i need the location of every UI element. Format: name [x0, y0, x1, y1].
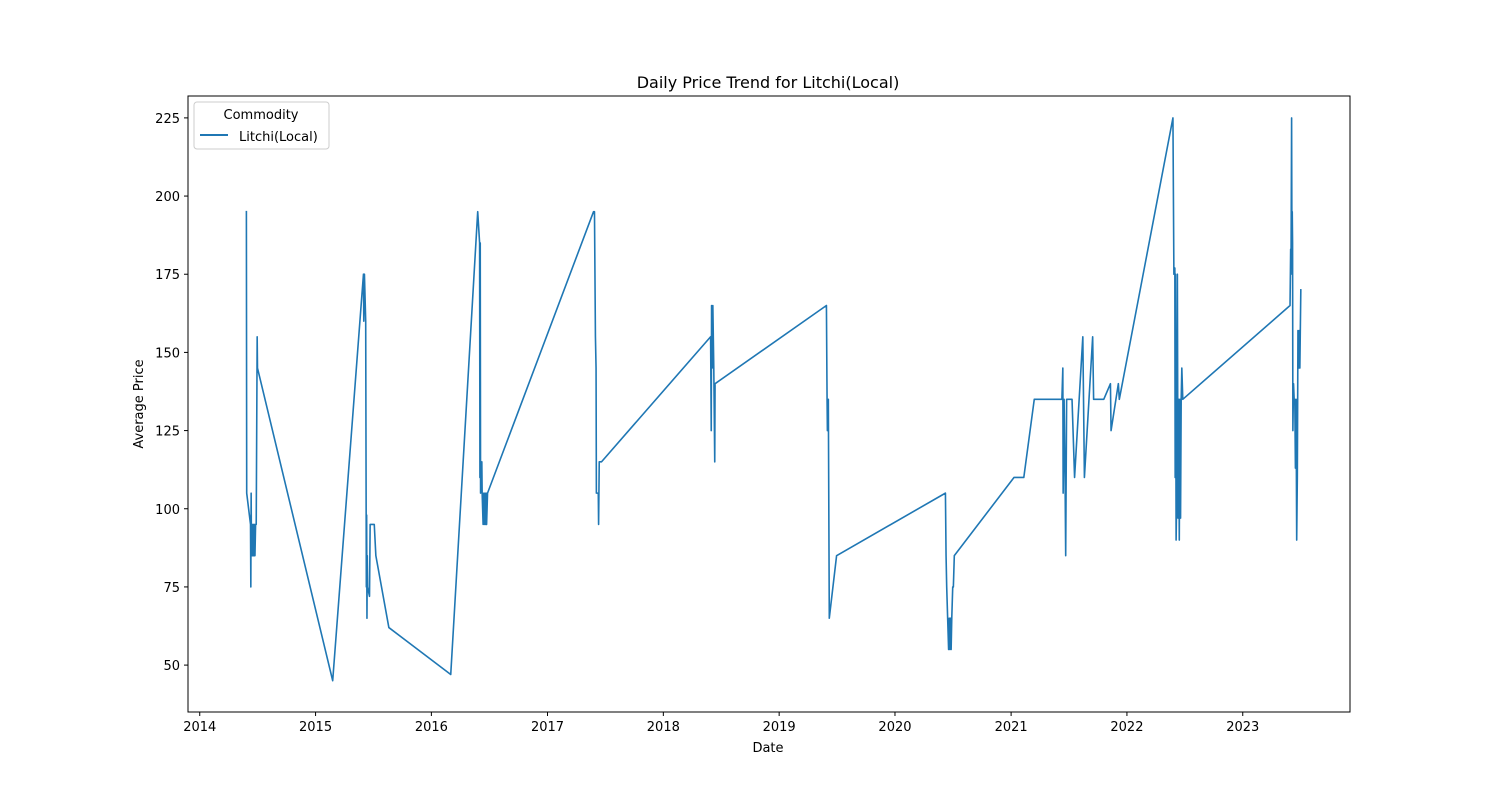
x-tick-label: 2023 — [1226, 720, 1259, 735]
series-line-litchi-local — [245, 117, 1302, 682]
legend-label-litchi-local: Litchi(Local) — [239, 130, 318, 145]
plot-frame — [187, 95, 1351, 713]
x-tick-label: 2021 — [995, 720, 1028, 735]
x-tick-label: 2018 — [647, 720, 680, 735]
x-tick-label: 2019 — [763, 720, 796, 735]
legend-box — [193, 101, 330, 150]
y-tick-label: 100 — [155, 503, 180, 518]
legend-title: Commodity — [224, 108, 299, 123]
x-tick-label: 2020 — [878, 720, 911, 735]
y-tick-label: 75 — [163, 581, 180, 596]
y-tick-label: 175 — [155, 268, 180, 283]
x-tick-label: 2017 — [531, 720, 564, 735]
y-tick-label: 225 — [155, 112, 180, 127]
y-tick-label: 50 — [163, 659, 180, 674]
x-tick-label: 2014 — [183, 720, 216, 735]
plot-area — [187, 95, 1351, 713]
x-axis-label: Date — [752, 741, 783, 756]
y-tick-label: 150 — [155, 346, 180, 361]
series-layer — [245, 117, 1302, 682]
y-axis: 50 75 100 125 150 175 200 225 — [155, 112, 188, 674]
x-tick-label: 2022 — [1110, 720, 1143, 735]
y-tick-label: 200 — [155, 190, 180, 205]
legend: Commodity Litchi(Local) — [193, 101, 330, 150]
x-tick-label: 2015 — [299, 720, 332, 735]
x-axis: 2014 2015 2016 2017 2018 2019 2020 2021 2022 2023 — [183, 712, 1259, 735]
x-tick-label: 2016 — [415, 720, 448, 735]
chart-title: Daily Price Trend for Litchi(Local) — [637, 73, 900, 92]
y-axis-label: Average Price — [132, 359, 147, 448]
y-tick-label: 125 — [155, 425, 180, 440]
